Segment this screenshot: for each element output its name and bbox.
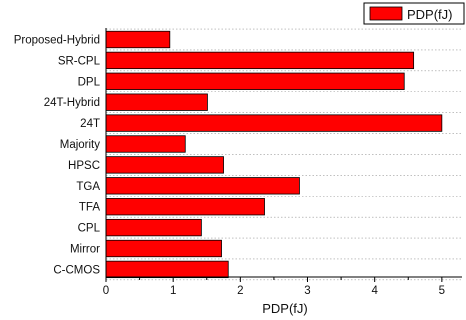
bar	[105, 239, 222, 258]
category-label: CPL	[78, 223, 101, 235]
x-tick-label: 2	[237, 285, 243, 297]
category-label: 24T-Hybrid	[44, 97, 100, 109]
x-tick-label: 0	[103, 285, 109, 297]
bar	[105, 218, 202, 237]
bar	[105, 93, 208, 111]
category-label: TGA	[76, 181, 100, 193]
legend: PDP(fJ)	[363, 2, 465, 25]
x-tick-label: 4	[371, 285, 378, 297]
bar	[105, 177, 300, 195]
bar	[105, 198, 265, 216]
category-label: TFA	[79, 202, 100, 214]
category-label: HPSC	[68, 160, 100, 172]
bar	[105, 114, 443, 132]
category-label: Majority	[60, 139, 101, 151]
category-labels: Proposed-Hybrid SR-CPL DPL 24T-Hybrid 24T Maj…	[14, 35, 101, 277]
category-label: DPL	[78, 76, 101, 88]
x-tick-labels: 0 1 2 3 4 5	[103, 285, 445, 297]
bar	[105, 156, 224, 174]
bar	[105, 51, 415, 70]
category-label: C-CMOS	[53, 264, 100, 276]
legend-label: PDP(fJ)	[407, 7, 453, 22]
x-tick-label: 1	[170, 285, 176, 297]
legend-swatch	[369, 6, 403, 21]
bar	[105, 135, 186, 153]
category-label: 24T	[80, 118, 100, 130]
x-tick-label: 5	[439, 285, 445, 297]
category-label: Mirror	[70, 244, 100, 256]
bar	[105, 72, 405, 90]
axes	[105, 28, 462, 282]
bar	[105, 260, 229, 279]
category-label: SR-CPL	[58, 55, 101, 67]
x-axis-title: PDP(fJ)	[262, 301, 308, 316]
bar	[105, 30, 171, 49]
category-label: Proposed-Hybrid	[14, 35, 100, 47]
x-tick-label: 3	[304, 285, 310, 297]
